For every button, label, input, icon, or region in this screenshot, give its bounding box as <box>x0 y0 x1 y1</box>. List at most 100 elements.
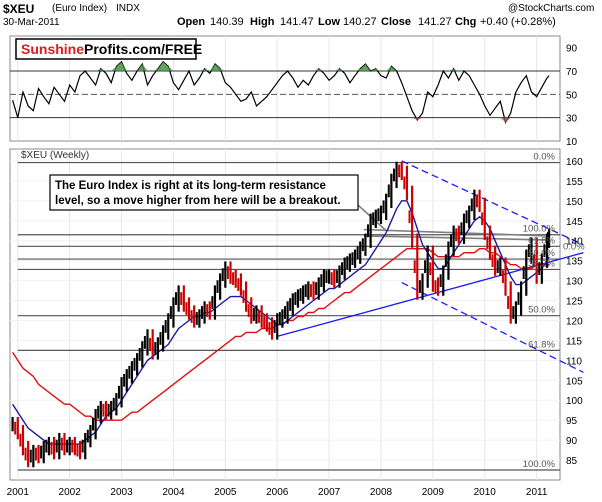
rsi-overbought-fill <box>360 64 366 71</box>
price-y-tick-label: 140 <box>566 237 583 248</box>
rsi-overbought-fill <box>111 66 117 71</box>
annotation-line2: level, so a move higher from here will b… <box>55 195 341 207</box>
chg-value: +0.40 (+0.28%) <box>480 16 556 28</box>
rsi-overbought-fill <box>375 68 381 71</box>
low-value: 140.27 <box>343 16 377 28</box>
price-y-tick-label: 135 <box>566 257 583 268</box>
rsi-overbought-fill <box>121 61 127 71</box>
fib-label: 50.0% <box>528 305 555 316</box>
annotation-box: The Euro Index is right at its long-term… <box>49 174 359 211</box>
low-label: Low <box>318 16 340 28</box>
rsi-overbought-fill <box>95 68 101 71</box>
x-tick-label: 2002 <box>59 487 82 498</box>
price-y-tick-label: 90 <box>566 436 578 447</box>
price-y-tick-label: 125 <box>566 297 583 308</box>
price-y-tick-label: 115 <box>566 336 582 347</box>
trendline <box>277 252 584 338</box>
rsi-overbought-fill <box>168 66 174 71</box>
rsi-overbought-fill <box>370 68 376 71</box>
rsi-y-tick-label: 10 <box>566 137 578 148</box>
rsi-oversold-fill <box>500 117 506 123</box>
x-tick-label: 2011 <box>526 487 548 498</box>
x-tick-label: 2005 <box>214 487 237 498</box>
date: 30-Mar-2011 <box>3 17 60 28</box>
rsi-overbought-fill <box>386 66 392 71</box>
price-y-tick-label: 120 <box>566 316 583 327</box>
price-y-tick-label: 160 <box>566 157 583 168</box>
rsi-y-tick-label: 90 <box>566 44 578 55</box>
rsi-overbought-fill <box>313 68 319 71</box>
rsi-overbought-fill <box>137 64 143 71</box>
rsi-overbought-fill <box>448 68 454 71</box>
logo-part2: Profits.com/FREE <box>84 41 202 57</box>
price-y-tick-label: 105 <box>566 376 583 387</box>
rsi-overbought-fill <box>152 68 158 71</box>
ma-long-line <box>12 248 550 421</box>
rsi-oversold-fill <box>412 117 418 120</box>
price-y-tick-label: 110 <box>566 356 582 367</box>
rsi-y-tick-label: 50 <box>566 90 578 101</box>
open-value: 140.39 <box>210 16 244 28</box>
close-label: Close <box>381 16 411 28</box>
high-label: High <box>250 16 275 28</box>
rsi-oversold-fill <box>417 117 423 120</box>
fib-extra-label: 0.0% <box>563 241 585 252</box>
source-credit: @StockCharts.com <box>508 3 595 14</box>
trendline <box>401 160 584 246</box>
rsi-overbought-fill <box>355 68 361 71</box>
open-label: Open <box>177 16 206 28</box>
price-panel-frame <box>9 148 561 481</box>
x-tick-label: 2004 <box>162 487 185 498</box>
rsi-y-tick-label: 30 <box>566 114 578 125</box>
fib-label: 100.0% <box>523 224 556 235</box>
price-y-tick-label: 150 <box>566 197 583 208</box>
fib-label: 61.8% <box>528 235 555 246</box>
price-y-tick-label: 155 <box>566 177 583 188</box>
logo-part1: Sunshine <box>21 41 84 57</box>
chg-label: Chg <box>455 16 477 28</box>
rsi-overbought-fill <box>100 68 106 71</box>
rsi-overbought-fill <box>334 68 340 71</box>
fib-label: 38.2% <box>528 258 555 269</box>
symbol: $XEU <box>3 2 35 16</box>
rsi-overbought-fill <box>157 61 164 71</box>
high-value: 141.47 <box>280 16 314 28</box>
annotation-connector <box>357 204 387 232</box>
annotation-line1: The Euro Index is right at its long-term… <box>55 180 326 192</box>
rsi-overbought-fill <box>220 68 226 71</box>
price-y-tick-label: 100 <box>566 396 583 407</box>
x-tick-label: 2001 <box>7 487 30 498</box>
exchange: INDX <box>116 3 140 14</box>
rsi-overbought-fill <box>453 68 459 71</box>
x-tick-label: 2003 <box>110 487 133 498</box>
rsi-y-tick-label: 70 <box>566 67 578 78</box>
rsi-overbought-fill <box>391 66 397 71</box>
rsi-overbought-fill <box>142 64 148 71</box>
close-value: 141.27 <box>418 16 452 28</box>
fib-label: 0.0% <box>533 152 555 163</box>
x-tick-label: 2008 <box>370 487 393 498</box>
trendline <box>401 282 584 373</box>
rsi-overbought-fill <box>318 68 324 71</box>
x-tick-label: 2007 <box>318 487 341 498</box>
rsi-overbought-fill <box>204 68 210 71</box>
rsi-overbought-fill <box>163 61 169 71</box>
x-tick-label: 2010 <box>474 487 497 498</box>
x-tick-label: 2006 <box>266 487 289 498</box>
rsi-overbought-fill <box>365 64 371 71</box>
rsi-overbought-fill <box>199 68 205 71</box>
fib-label: 50.0% <box>528 248 555 259</box>
rsi-panel-frame <box>9 35 561 142</box>
index-name: (Euro Index) <box>52 3 108 14</box>
rsi-overbought-fill <box>116 61 122 71</box>
rsi-overbought-fill <box>215 64 221 71</box>
logo: Sunshine Profits.com/FREE <box>15 38 202 60</box>
price-y-tick-label: 85 <box>566 456 578 467</box>
price-y-tick-label: 145 <box>566 217 583 228</box>
x-tick-label: 2009 <box>422 487 445 498</box>
price-y-tick-label: 130 <box>566 277 583 288</box>
ma-short-line <box>12 200 550 445</box>
fib-label: 61.8% <box>528 339 555 350</box>
